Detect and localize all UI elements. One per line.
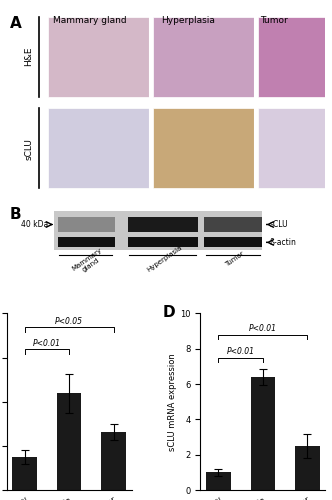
FancyBboxPatch shape xyxy=(128,238,198,248)
FancyBboxPatch shape xyxy=(153,18,255,98)
Text: H&E: H&E xyxy=(25,46,34,66)
Text: sCLU: sCLU xyxy=(270,220,288,229)
Bar xyxy=(102,432,126,490)
Text: P<0.01: P<0.01 xyxy=(33,338,61,347)
Text: P<0.01: P<0.01 xyxy=(226,347,255,356)
Text: Tumor: Tumor xyxy=(224,250,245,268)
FancyBboxPatch shape xyxy=(204,217,262,232)
Text: B: B xyxy=(10,206,22,222)
Text: P<0.01: P<0.01 xyxy=(249,324,277,333)
Text: Tumor: Tumor xyxy=(261,16,288,24)
Bar xyxy=(295,446,320,490)
Text: Hyperplasia: Hyperplasia xyxy=(146,245,183,274)
FancyBboxPatch shape xyxy=(7,10,45,196)
Text: ß-actin: ß-actin xyxy=(270,238,296,247)
FancyBboxPatch shape xyxy=(258,108,332,188)
FancyBboxPatch shape xyxy=(204,238,262,248)
Bar xyxy=(12,457,37,490)
Text: A: A xyxy=(10,16,22,30)
Text: sCLU: sCLU xyxy=(25,138,34,160)
Text: P<0.05: P<0.05 xyxy=(55,316,83,326)
Text: Hyperplasia: Hyperplasia xyxy=(161,16,215,24)
Text: Mammary
gland: Mammary gland xyxy=(71,246,107,278)
FancyBboxPatch shape xyxy=(258,18,332,98)
FancyBboxPatch shape xyxy=(48,18,150,98)
Bar xyxy=(57,394,81,490)
FancyBboxPatch shape xyxy=(153,108,255,188)
FancyBboxPatch shape xyxy=(48,108,150,188)
Bar xyxy=(251,377,275,490)
Y-axis label: sCLU mRNA expression: sCLU mRNA expression xyxy=(168,353,177,450)
Text: 40 kDa: 40 kDa xyxy=(21,220,48,229)
FancyBboxPatch shape xyxy=(58,238,115,248)
Text: D: D xyxy=(163,304,176,320)
FancyBboxPatch shape xyxy=(58,217,115,232)
Text: Mammary gland: Mammary gland xyxy=(53,16,126,24)
FancyBboxPatch shape xyxy=(54,210,262,250)
FancyBboxPatch shape xyxy=(128,217,198,232)
Bar xyxy=(206,472,230,490)
